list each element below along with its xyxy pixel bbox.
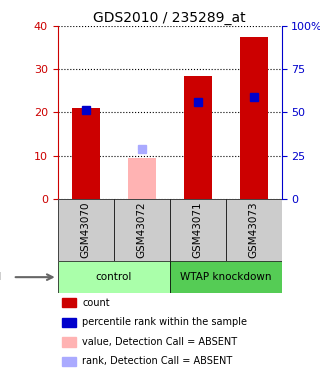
Text: GSM43072: GSM43072 [137, 202, 147, 258]
Bar [62, 318, 76, 327]
Title: GDS2010 / 235289_at: GDS2010 / 235289_at [93, 11, 246, 25]
Bar [62, 337, 76, 346]
Text: control: control [95, 272, 132, 282]
Bar [240, 37, 268, 199]
Text: WTAP knockdown: WTAP knockdown [180, 272, 271, 282]
Bar [226, 199, 282, 261]
Text: protocol: protocol [0, 272, 2, 282]
Text: GSM43070: GSM43070 [81, 202, 91, 258]
Bar [170, 199, 226, 261]
Text: GSM43073: GSM43073 [249, 202, 259, 258]
Bar [184, 76, 212, 199]
Text: count: count [82, 298, 110, 307]
Text: rank, Detection Call = ABSENT: rank, Detection Call = ABSENT [82, 357, 233, 366]
Bar [114, 199, 170, 261]
Text: percentile rank within the sample: percentile rank within the sample [82, 317, 247, 327]
Bar [170, 261, 282, 293]
Bar [58, 261, 170, 293]
Text: GSM43071: GSM43071 [193, 202, 203, 258]
Bar [62, 298, 76, 307]
Bar [128, 158, 156, 199]
Text: value, Detection Call = ABSENT: value, Detection Call = ABSENT [82, 337, 237, 347]
Bar [62, 357, 76, 366]
Bar [72, 108, 100, 199]
Bar [58, 199, 114, 261]
